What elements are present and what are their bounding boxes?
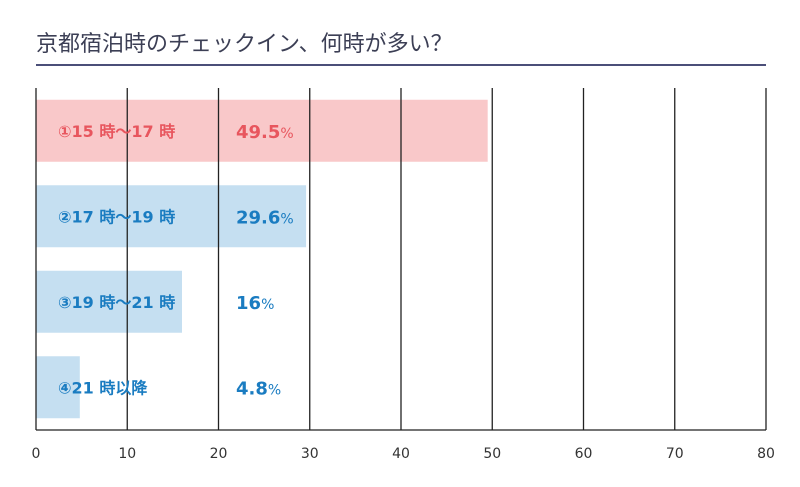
x-tick-label-60: 60 — [575, 446, 593, 462]
x-tick-label-0: 0 — [32, 446, 41, 462]
category-label-4: ④21 時以降 — [58, 378, 148, 397]
data-label-unit: % — [280, 211, 293, 227]
x-tick-label-80: 80 — [757, 446, 775, 462]
bar-1 — [36, 99, 488, 162]
data-label-1: 49.5% — [236, 122, 294, 143]
category-label-3: ③19 時～21 時 — [58, 293, 175, 312]
x-tick-label-10: 10 — [118, 446, 136, 462]
data-label-unit: % — [261, 297, 274, 313]
x-tick-label-20: 20 — [210, 446, 228, 462]
bar-4 — [36, 356, 80, 419]
data-label-unit: % — [268, 382, 281, 398]
data-label-unit: % — [280, 126, 293, 142]
bar-2 — [36, 185, 307, 248]
category-label-2: ②17 時～19 時 — [58, 207, 175, 226]
x-tick-label-70: 70 — [666, 446, 684, 462]
data-label-3: 16% — [236, 293, 274, 314]
data-label-2: 29.6% — [236, 207, 294, 228]
title-underline — [36, 64, 766, 66]
bar-3 — [36, 270, 182, 333]
x-tick-label-50: 50 — [483, 446, 501, 462]
x-tick-label-40: 40 — [392, 446, 410, 462]
x-tick-label-30: 30 — [301, 446, 319, 462]
chart-title: 京都宿泊時のチェックイン、何時が多い？ — [36, 32, 453, 57]
data-label-4: 4.8% — [236, 378, 281, 399]
category-label-1: ①15 時～17 時 — [58, 122, 175, 141]
